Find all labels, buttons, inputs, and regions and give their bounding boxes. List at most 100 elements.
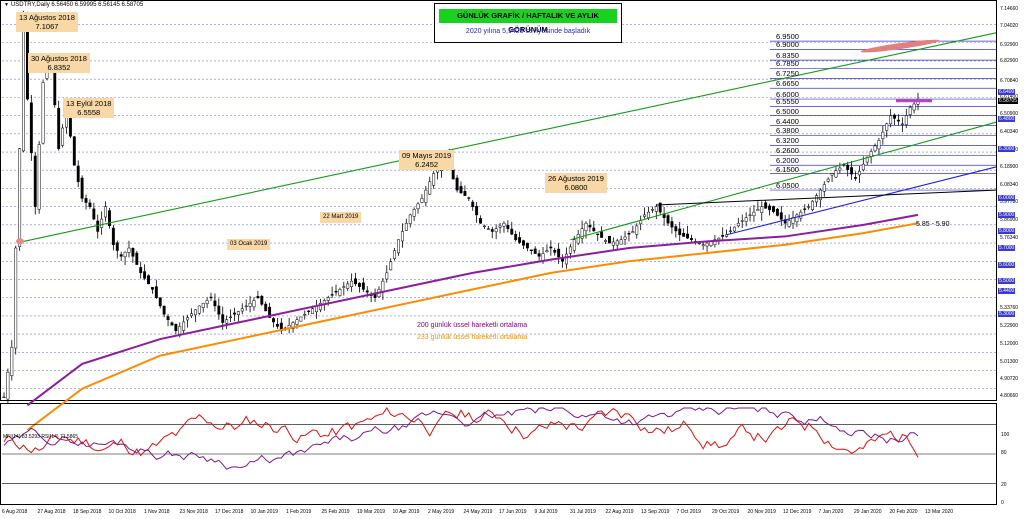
candle-body: [318, 302, 322, 311]
candle-body: [182, 321, 186, 331]
candle-body: [236, 311, 240, 315]
candle-body: [326, 297, 330, 301]
candle-body: [795, 214, 799, 223]
candle-body: [275, 323, 279, 327]
x-axis-tick: 12 Dec 2019: [783, 509, 812, 515]
candle-body: [72, 136, 76, 166]
candle-body: [674, 226, 678, 232]
level-label: 6.9500: [776, 32, 799, 42]
x-axis-tick: 29 Jan 2020: [854, 509, 882, 515]
candle-body: [147, 275, 150, 285]
candle-body: [686, 233, 689, 239]
x-axis-tick: 17 Jun 2019: [499, 509, 527, 515]
title-box: GÜNLÜK GRAFİK / HAFTALIK VE AYLIK GÖRÜNÜ…: [434, 3, 622, 43]
candle-body: [162, 305, 166, 315]
x-axis-tick: 10 Apr 2019: [392, 509, 420, 515]
candle-body: [533, 248, 537, 254]
symbol-header: ▼ USDTRY,Daily 6.56450 6.59995 6.56145 6.…: [4, 2, 144, 8]
candle-body: [303, 313, 307, 316]
level-label: 6.1500: [776, 164, 799, 174]
candle-body: [475, 206, 479, 216]
y-axis-price-tag: 5.3000: [998, 311, 1016, 318]
candle-body: [22, 16, 25, 152]
candle-body: [6, 371, 10, 400]
candle-body: [463, 191, 467, 196]
y-axis-price-tag: 6.6400: [998, 89, 1016, 96]
candle-body: [166, 316, 170, 321]
candle-body: [873, 145, 877, 152]
candle-body: [209, 296, 213, 299]
candle-body: [893, 114, 897, 119]
y-axis-tick: 4.80660: [1000, 392, 1019, 399]
collapse-triangle-icon[interactable]: ▼: [4, 2, 9, 8]
candle-body: [889, 115, 893, 125]
candle-body: [826, 178, 830, 182]
candle-body: [397, 239, 400, 254]
candle-body: [158, 297, 162, 307]
candle-body: [108, 210, 111, 226]
candle-body: [752, 211, 756, 217]
candle-body: [678, 228, 682, 236]
candle-body: [451, 169, 455, 180]
candle-body: [389, 261, 393, 271]
x-axis-tick: 17 Dec 2018: [215, 509, 244, 515]
y-axis-price-tag: 5.7000: [998, 245, 1016, 252]
x-axis-tick: 23 Nov 2018: [179, 509, 208, 515]
x-axis-tick: 9 Jul 2019: [534, 509, 558, 515]
candle-body: [37, 144, 41, 210]
candle-body: [838, 167, 842, 171]
candle-body: [854, 177, 857, 179]
candle-body: [772, 206, 775, 212]
candle-body: [233, 312, 236, 315]
low-point-marker: [16, 238, 24, 245]
callout-annotation: 26 Ağustos 2019 6.0800: [545, 173, 607, 193]
candle-body: [424, 189, 428, 203]
x-axis-tick: 10 Oct 2018: [108, 509, 136, 515]
candle-body: [311, 308, 315, 315]
candle-body: [10, 347, 14, 376]
candle-body: [127, 247, 131, 253]
candle-body: [143, 271, 147, 279]
candle-body: [80, 177, 84, 199]
candle-body: [732, 226, 736, 232]
candle-body: [404, 222, 408, 231]
candle-body: [787, 220, 791, 227]
candle-body: [541, 253, 545, 261]
x-axis-tick: 7 Jan 2020: [818, 509, 844, 515]
candle-body: [490, 229, 494, 232]
candle-body: [291, 322, 295, 329]
candle-body: [365, 290, 369, 293]
y-axis-tick: 5.22900: [1000, 322, 1019, 329]
candle-body: [100, 218, 104, 228]
candle-body: [807, 206, 811, 208]
y-axis-tick: 7.04020: [1000, 23, 1019, 30]
candle-body: [615, 240, 619, 246]
candle-body: [565, 253, 568, 265]
y-axis-price-tag: 5.9000: [998, 211, 1016, 218]
candle-body: [357, 282, 361, 287]
candle-body: [682, 232, 686, 237]
x-axis-tick: 24 May 2019: [463, 509, 493, 515]
candle-body: [346, 283, 350, 289]
candle-body: [713, 239, 717, 246]
candle-body: [18, 148, 22, 247]
x-axis-tick: 27 Aug 2018: [37, 509, 66, 515]
candle-body: [635, 225, 639, 235]
callout-annotation: 22 Mart 2019: [320, 212, 362, 223]
candle-body: [518, 237, 522, 243]
candle-body: [2, 396, 6, 399]
y-axis-tick: 6.08340: [1000, 181, 1019, 188]
candle-body: [607, 235, 611, 244]
callout-value: 6.5558: [77, 108, 101, 117]
chart-title: GÜNLÜK GRAFİK / HAFTALIK VE AYLIK GÖRÜNÜ…: [439, 9, 617, 34]
candle-body: [885, 123, 889, 131]
candle-body: [775, 208, 779, 216]
candle-body: [420, 198, 424, 203]
level-label: 6.8350: [776, 51, 799, 61]
callout-date: 13 Eylül 2018: [66, 99, 112, 108]
x-axis-tick: 25 Feb 2019: [321, 509, 350, 515]
mfi-line: [3, 407, 919, 458]
candle-body: [350, 280, 354, 287]
candle-body: [568, 246, 572, 254]
y-axis-tick: 6.61400: [1000, 93, 1019, 100]
